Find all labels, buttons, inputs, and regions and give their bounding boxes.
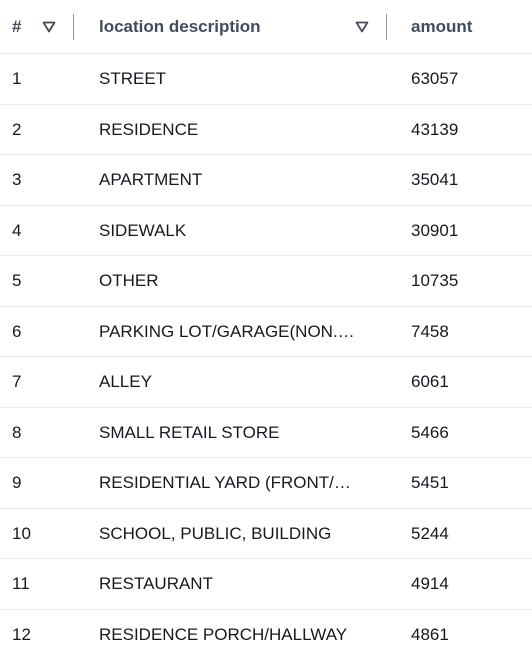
cell-amount: 5244 bbox=[411, 524, 449, 544]
cell-location-description: OTHER bbox=[99, 271, 159, 291]
cell-number: 5 bbox=[12, 271, 21, 291]
cell-location-description: RESIDENTIAL YARD (FRONT/B… bbox=[99, 473, 361, 493]
table-row[interactable]: 11 RESTAURANT 4914 bbox=[0, 559, 532, 610]
cell-amount: 35041 bbox=[411, 170, 458, 190]
cell-amount: 4861 bbox=[411, 625, 449, 645]
cell-amount: 63057 bbox=[411, 69, 458, 89]
cell-amount: 4914 bbox=[411, 574, 449, 594]
table-row[interactable]: 5 OTHER 10735 bbox=[0, 256, 532, 307]
sort-descending-icon[interactable] bbox=[355, 21, 369, 33]
cell-location-description: RESIDENCE PORCH/HALLWAY bbox=[99, 625, 347, 645]
table-row[interactable]: 12 RESIDENCE PORCH/HALLWAY 4861 bbox=[0, 610, 532, 659]
cell-location-description: ALLEY bbox=[99, 372, 152, 392]
cell-number: 3 bbox=[12, 170, 21, 190]
table-row[interactable]: 6 PARKING LOT/GARAGE(NON.R… 7458 bbox=[0, 307, 532, 358]
cell-location-description: PARKING LOT/GARAGE(NON.R… bbox=[99, 322, 361, 342]
cell-number: 12 bbox=[12, 625, 31, 645]
cell-number: 4 bbox=[12, 221, 21, 241]
table-row[interactable]: 7 ALLEY 6061 bbox=[0, 357, 532, 408]
cell-amount: 5466 bbox=[411, 423, 449, 443]
cell-number: 1 bbox=[12, 69, 21, 89]
cell-number: 10 bbox=[12, 524, 31, 544]
column-header-location-description[interactable]: location description bbox=[99, 17, 261, 37]
column-header-number[interactable]: # bbox=[12, 17, 21, 37]
cell-number: 11 bbox=[12, 574, 30, 594]
cell-number: 2 bbox=[12, 120, 21, 140]
cell-number: 7 bbox=[12, 372, 21, 392]
table-row[interactable]: 3 APARTMENT 35041 bbox=[0, 155, 532, 206]
table-row[interactable]: 9 RESIDENTIAL YARD (FRONT/B… 5451 bbox=[0, 458, 532, 509]
cell-amount: 30901 bbox=[411, 221, 458, 241]
cell-location-description: RESIDENCE bbox=[99, 120, 198, 140]
table-body: 1 STREET 63057 2 RESIDENCE 43139 3 APARTMENT 350… bbox=[0, 54, 532, 659]
column-header-amount[interactable]: amount bbox=[411, 17, 472, 37]
table-row[interactable]: 1 STREET 63057 bbox=[0, 54, 532, 105]
table-row[interactable]: 8 SMALL RETAIL STORE 5466 bbox=[0, 408, 532, 459]
column-divider[interactable] bbox=[386, 14, 387, 40]
cell-location-description: SMALL RETAIL STORE bbox=[99, 423, 279, 443]
cell-number: 8 bbox=[12, 423, 21, 443]
cell-number: 9 bbox=[12, 473, 21, 493]
cell-amount: 5451 bbox=[411, 473, 449, 493]
table-row[interactable]: 2 RESIDENCE 43139 bbox=[0, 105, 532, 156]
cell-amount: 43139 bbox=[411, 120, 458, 140]
table-row[interactable]: 10 SCHOOL, PUBLIC, BUILDING 5244 bbox=[0, 509, 532, 560]
cell-number: 6 bbox=[12, 322, 21, 342]
cell-location-description: RESTAURANT bbox=[99, 574, 213, 594]
cell-location-description: STREET bbox=[99, 69, 166, 89]
cell-location-description: APARTMENT bbox=[99, 170, 202, 190]
sort-descending-icon[interactable] bbox=[42, 21, 56, 33]
table-row[interactable]: 4 SIDEWALK 30901 bbox=[0, 206, 532, 257]
cell-amount: 6061 bbox=[411, 372, 449, 392]
cell-amount: 10735 bbox=[411, 271, 458, 291]
cell-amount: 7458 bbox=[411, 322, 449, 342]
cell-location-description: SCHOOL, PUBLIC, BUILDING bbox=[99, 524, 331, 544]
cell-location-description: SIDEWALK bbox=[99, 221, 186, 241]
column-divider[interactable] bbox=[73, 14, 74, 40]
table-header: # location description amount bbox=[0, 0, 532, 54]
